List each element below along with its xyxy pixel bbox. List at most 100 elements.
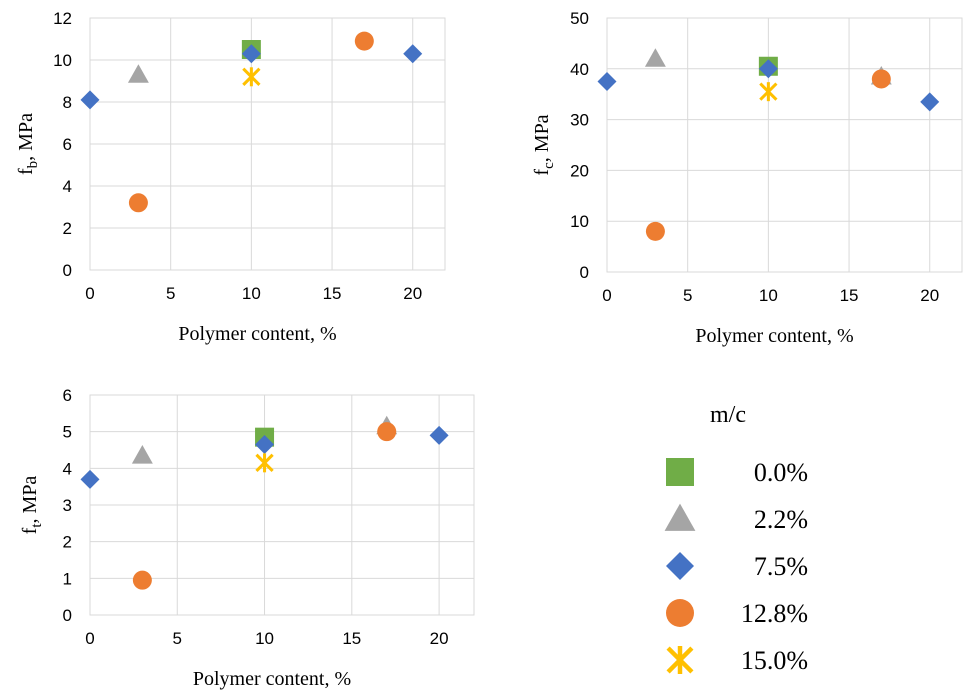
y-tick-label: 40 <box>570 60 589 79</box>
legend-marker-diamond <box>666 552 694 580</box>
series-15.0% <box>759 82 778 102</box>
y-axis-title: ft, MPa <box>19 476 45 535</box>
data-point-asterisk <box>255 453 274 473</box>
x-axis-title: Polymer content, % <box>178 323 336 345</box>
x-tick-label: 0 <box>85 629 94 648</box>
x-axis-title: Polymer content, % <box>193 668 351 690</box>
legend-item: 7.5% <box>666 552 808 581</box>
x-tick-label: 5 <box>683 286 692 305</box>
legend-label: 12.8% <box>741 599 808 628</box>
legend: m/c 0.0% 2.2% 7.5% 12.8% 15.0% <box>664 402 808 675</box>
y-axis-title-subscript: c <box>541 162 557 169</box>
data-point-diamond <box>255 435 275 454</box>
x-tick-label: 15 <box>840 286 859 305</box>
y-tick-label: 6 <box>63 386 72 405</box>
y-axis-title-unit: , MPa <box>19 476 41 524</box>
data-point-circle <box>871 69 891 89</box>
legend-marker-square <box>666 458 694 486</box>
series-15.0% <box>255 453 274 473</box>
y-tick-label: 2 <box>63 219 72 238</box>
legend-label: 15.0% <box>741 646 808 675</box>
y-tick-label: 1 <box>63 569 72 588</box>
legend-item: 2.2% <box>664 503 808 534</box>
legend-item: 0.0% <box>666 458 808 487</box>
series-12.8% <box>132 422 397 590</box>
y-tick-label: 3 <box>63 496 72 515</box>
x-tick-label: 10 <box>255 629 274 648</box>
y-axis-title: fb, MPa <box>15 113 41 175</box>
data-point-circle <box>128 193 148 213</box>
data-point-diamond <box>80 90 100 110</box>
y-tick-label: 6 <box>63 135 72 154</box>
y-axis-title-subscript: b <box>25 161 41 169</box>
data-point-triangle <box>127 64 149 83</box>
y-tick-label: 5 <box>63 423 72 442</box>
data-point-asterisk <box>242 67 261 87</box>
x-tick-label: 10 <box>759 286 778 305</box>
series-15.0% <box>242 67 261 87</box>
data-point-diamond <box>597 72 617 91</box>
legend-label: 0.0% <box>754 458 808 487</box>
y-tick-label: 2 <box>63 533 72 552</box>
y-axis-title-unit: , MPa <box>531 114 553 162</box>
x-tick-label: 5 <box>166 284 175 303</box>
y-axis-title-unit: , MPa <box>15 113 37 161</box>
x-tick-label: 20 <box>430 629 449 648</box>
chart-ft: 0 1 2 3 4 5 6 0 5 10 15 20 Polymer content, % ft, MPa <box>19 386 475 690</box>
data-point-diamond <box>403 44 423 64</box>
series-12.8% <box>128 31 374 213</box>
y-tick-label: 10 <box>570 212 589 231</box>
y-tick-label: 50 <box>570 9 589 28</box>
data-point-diamond <box>758 59 778 79</box>
data-point-asterisk <box>759 82 778 102</box>
data-point-triangle <box>131 445 153 464</box>
x-tick-label: 20 <box>403 284 422 303</box>
y-axis-title-main: f <box>15 168 37 175</box>
legend-item: 12.8% <box>666 599 808 628</box>
x-tick-label: 5 <box>173 629 182 648</box>
series-7.5% <box>80 44 423 110</box>
legend-label: 2.2% <box>754 505 808 534</box>
legend-items: 0.0% 2.2% 7.5% 12.8% 15.0% <box>664 458 808 675</box>
legend-item: 15.0% <box>666 646 808 675</box>
x-tick-label: 15 <box>323 284 342 303</box>
legend-label: 7.5% <box>754 552 808 581</box>
y-tick-label: 0 <box>63 606 72 625</box>
legend-marker-circle <box>666 599 694 627</box>
legend-title: m/c <box>710 402 746 428</box>
x-tick-label: 0 <box>602 286 611 305</box>
y-tick-label: 8 <box>63 93 72 112</box>
chart-fc: 0 10 20 30 40 50 0 5 10 15 20 Polymer content, % fc,… <box>531 9 963 347</box>
y-tick-label: 12 <box>53 9 72 28</box>
y-tick-label: 0 <box>580 263 589 282</box>
data-point-diamond <box>920 92 940 112</box>
y-tick-label: 4 <box>63 177 72 196</box>
chart-fb: 0 2 4 6 8 10 12 0 5 10 15 20 Polymer content, % fb, M… <box>15 9 446 345</box>
data-point-circle <box>354 31 374 51</box>
y-axis-title-main: f <box>531 169 553 176</box>
data-point-circle <box>377 422 397 442</box>
legend-marker-asterisk <box>666 646 694 674</box>
series-7.5% <box>597 59 940 112</box>
y-tick-label: 10 <box>53 51 72 70</box>
y-tick-label: 0 <box>63 261 72 280</box>
series-7.5% <box>80 425 449 489</box>
series-2.2% <box>127 64 149 83</box>
series-12.8% <box>645 69 891 241</box>
data-point-diamond <box>80 469 100 489</box>
x-tick-label: 15 <box>342 629 361 648</box>
data-point-circle <box>132 570 152 590</box>
x-axis-title: Polymer content, % <box>695 325 853 347</box>
data-point-diamond <box>241 44 261 64</box>
data-point-triangle <box>644 48 666 67</box>
data-point-circle <box>645 221 665 241</box>
x-tick-label: 20 <box>920 286 939 305</box>
y-axis-title-main: f <box>19 527 41 534</box>
y-tick-label: 4 <box>63 459 72 478</box>
y-tick-label: 20 <box>570 161 589 180</box>
y-tick-label: 30 <box>570 111 589 130</box>
y-axis-title: fc, MPa <box>531 114 557 175</box>
x-tick-label: 10 <box>242 284 261 303</box>
